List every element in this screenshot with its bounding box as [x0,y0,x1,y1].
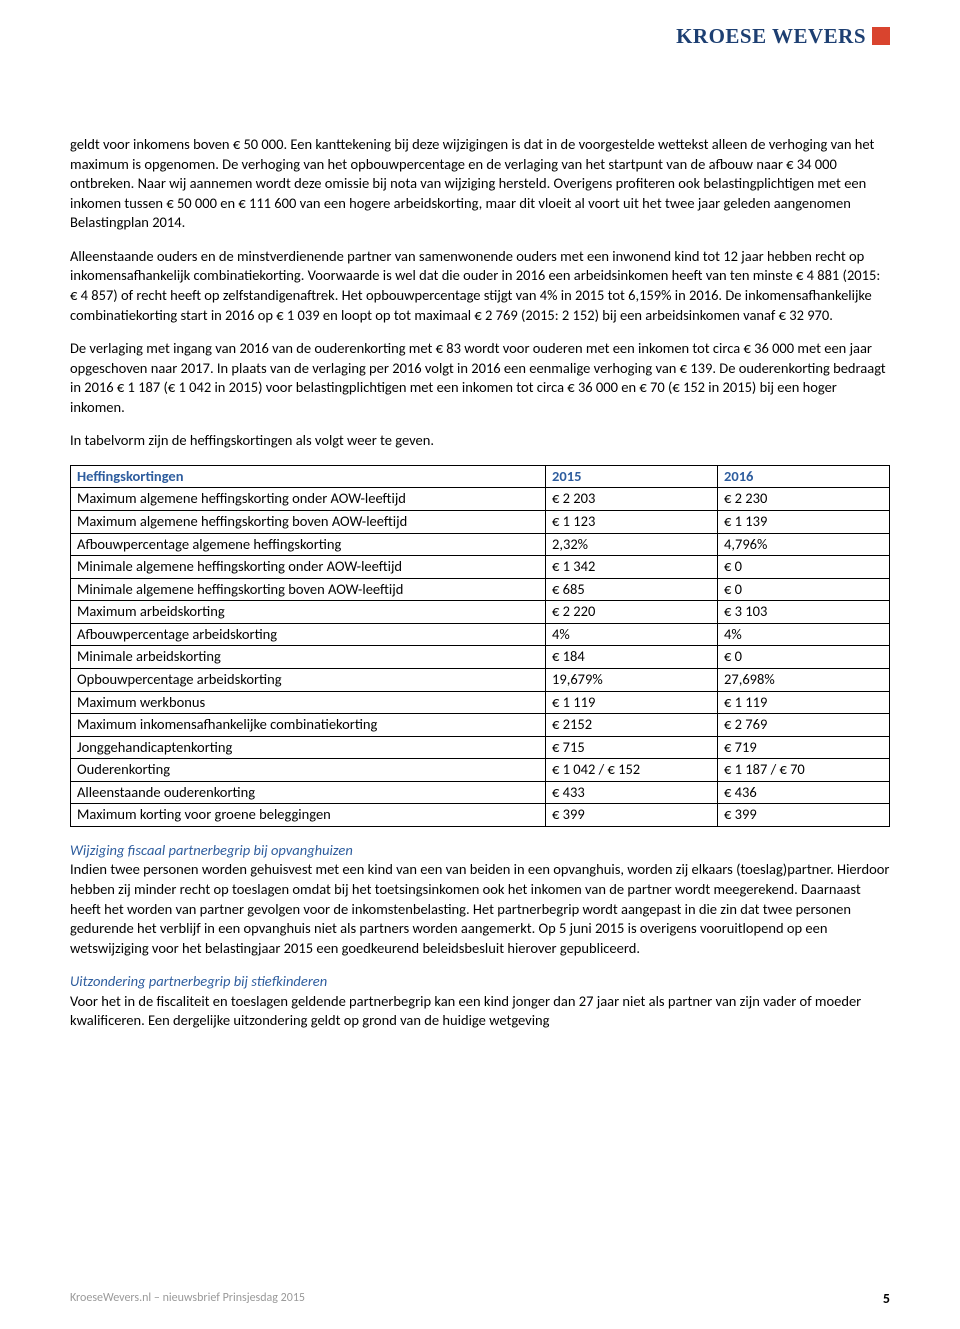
table-cell: € 433 [546,781,718,804]
table-row: Minimale algemene heffingskorting onder … [71,556,890,579]
footer-text: KroeseWevers.nl – nieuwsbrief Prinsjesda… [70,1290,305,1309]
table-cell: € 0 [718,646,890,669]
table-cell: Ouderenkorting [71,759,546,782]
table-cell: Alleenstaande ouderenkorting [71,781,546,804]
table-cell: € 2 769 [718,714,890,737]
table-cell: Maximum algemene heffingskorting boven A… [71,511,546,534]
table-cell: Afbouwpercentage algemene heffingskortin… [71,533,546,556]
table-cell: € 1 342 [546,556,718,579]
table-row: Maximum korting voor groene beleggingen€… [71,804,890,827]
table-header-cell: Heffingskortingen [71,465,546,488]
brand-logo-text: KROESE WEVERS [676,22,866,50]
table-row: Ouderenkorting€ 1 042 / € 152€ 1 187 / €… [71,759,890,782]
table-row: Afbouwpercentage algemene heffingskortin… [71,533,890,556]
table-cell: € 399 [718,804,890,827]
table-row: Jonggehandicaptenkorting€ 715€ 719 [71,736,890,759]
body-paragraph: In tabelvorm zijn de heffingskortingen a… [70,431,890,451]
table-cell: Maximum algemene heffingskorting onder A… [71,488,546,511]
table-cell: € 0 [718,578,890,601]
table-row: Opbouwpercentage arbeidskorting19,679%27… [71,668,890,691]
table-row: Minimale arbeidskorting€ 184€ 0 [71,646,890,669]
table-cell: Minimale algemene heffingskorting onder … [71,556,546,579]
table-cell: € 2152 [546,714,718,737]
table-cell: € 0 [718,556,890,579]
table-cell: Maximum arbeidskorting [71,601,546,624]
table-cell: € 685 [546,578,718,601]
table-cell: Afbouwpercentage arbeidskorting [71,623,546,646]
table-cell: Minimale arbeidskorting [71,646,546,669]
section-subheading: Uitzondering partnerbegrip bij stiefkind… [70,972,890,992]
table-row: Maximum algemene heffingskorting onder A… [71,488,890,511]
brand-logo-square-icon [872,27,890,45]
table-cell: € 2 220 [546,601,718,624]
table-row: Minimale algemene heffingskorting boven … [71,578,890,601]
table-row: Maximum werkbonus€ 1 119€ 1 119 [71,691,890,714]
table-row: Maximum algemene heffingskorting boven A… [71,511,890,534]
table-row: Afbouwpercentage arbeidskorting4%4% [71,623,890,646]
page-footer: KroeseWevers.nl – nieuwsbrief Prinsjesda… [70,1290,890,1309]
table-cell: 4% [718,623,890,646]
table-cell: € 1 139 [718,511,890,534]
table-cell: € 1 119 [546,691,718,714]
table-cell: Minimale algemene heffingskorting boven … [71,578,546,601]
page-number: 5 [883,1290,890,1309]
body-paragraph: De verlaging met ingang van 2016 van de … [70,339,890,417]
table-cell: € 399 [546,804,718,827]
brand-logo: KROESE WEVERS [676,22,890,50]
table-cell: Opbouwpercentage arbeidskorting [71,668,546,691]
table-row: Maximum inkomensafhankelijke combinatiek… [71,714,890,737]
body-paragraph: geldt voor inkomens boven € 50 000. Een … [70,135,890,233]
table-cell: 19,679% [546,668,718,691]
table-header-row: Heffingskortingen 2015 2016 [71,465,890,488]
table-cell: 4% [546,623,718,646]
table-cell: Maximum inkomensafhankelijke combinatiek… [71,714,546,737]
table-cell: € 719 [718,736,890,759]
table-header-cell: 2015 [546,465,718,488]
table-cell: € 715 [546,736,718,759]
table-cell: € 436 [718,781,890,804]
table-cell: 2,32% [546,533,718,556]
table-row: Alleenstaande ouderenkorting€ 433€ 436 [71,781,890,804]
table-cell: € 2 230 [718,488,890,511]
body-paragraph: Voor het in de fiscaliteit en toeslagen … [70,992,890,1031]
section-subheading: Wijziging fiscaal partnerbegrip bij opva… [70,841,890,861]
table-cell: € 184 [546,646,718,669]
heffingskortingen-table: Heffingskortingen 2015 2016 Maximum alge… [70,465,890,827]
table-cell: Maximum korting voor groene beleggingen [71,804,546,827]
body-paragraph: Indien twee personen worden gehuisvest m… [70,860,890,958]
table-cell: Jonggehandicaptenkorting [71,736,546,759]
table-cell: € 1 119 [718,691,890,714]
table-cell: € 1 123 [546,511,718,534]
table-cell: Maximum werkbonus [71,691,546,714]
table-cell: € 1 042 / € 152 [546,759,718,782]
body-paragraph: Alleenstaande ouders en de minstverdiene… [70,247,890,325]
table-row: Maximum arbeidskorting€ 2 220€ 3 103 [71,601,890,624]
table-cell: 27,698% [718,668,890,691]
table-cell: € 3 103 [718,601,890,624]
table-cell: € 2 203 [546,488,718,511]
table-cell: 4,796% [718,533,890,556]
table-cell: € 1 187 / € 70 [718,759,890,782]
table-header-cell: 2016 [718,465,890,488]
